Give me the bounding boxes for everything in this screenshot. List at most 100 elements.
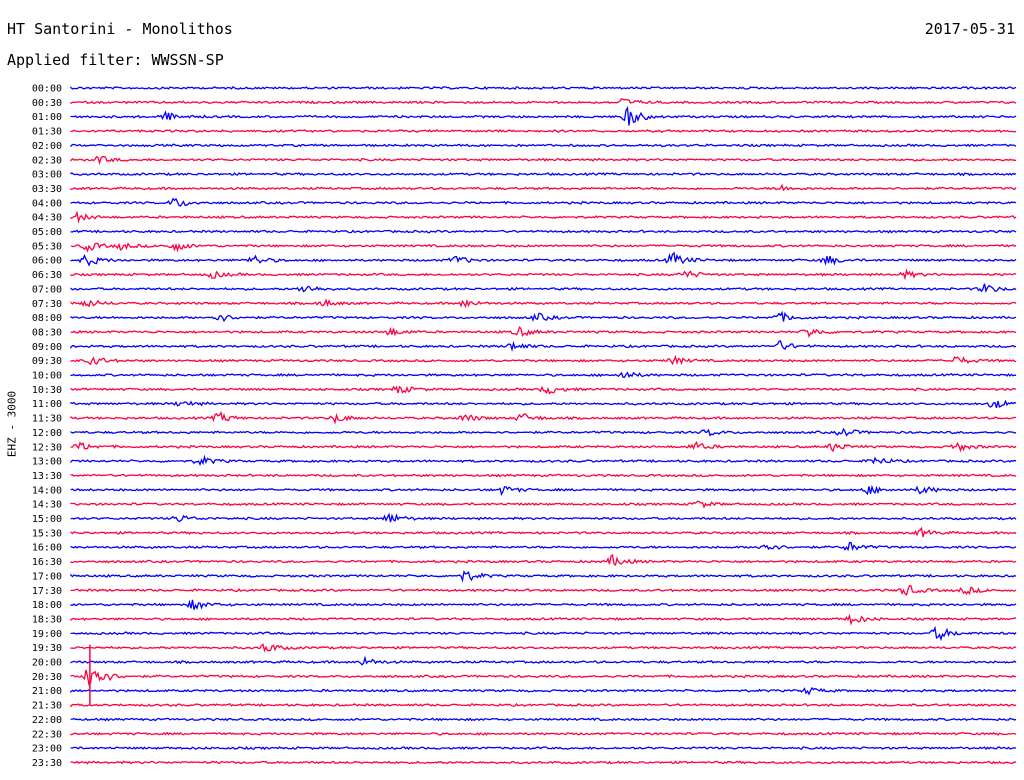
seismic-trace: [70, 183, 1017, 192]
row-time-label: 23:30: [32, 758, 62, 769]
row-time-label: 06:00: [32, 256, 62, 267]
seismic-trace: [70, 210, 1017, 224]
seismic-trace: [70, 441, 1017, 453]
row-time-label: 00:00: [32, 84, 62, 95]
seismic-trace: [70, 541, 1017, 552]
row-time-label: 22:30: [32, 729, 62, 740]
row-time-label: 11:00: [32, 399, 62, 410]
seismic-trace: [70, 686, 1017, 696]
row-time-label: 21:30: [32, 701, 62, 712]
seismic-trace: [70, 325, 1017, 339]
row-time-label: 10:00: [32, 371, 62, 382]
seismic-trace: [70, 310, 1017, 323]
row-time-label: 04:30: [32, 213, 62, 224]
seismic-trace: [70, 599, 1017, 610]
seismic-trace: [70, 251, 1017, 267]
row-time-label: 18:00: [32, 600, 62, 611]
seismic-trace: [70, 268, 1017, 281]
seismic-trace: [70, 371, 1017, 378]
row-time-label: 22:00: [32, 715, 62, 726]
row-time-label: 13:00: [32, 457, 62, 468]
row-time-label: 13:30: [32, 471, 62, 482]
seismic-trace: [70, 746, 1017, 751]
row-time-label: 10:30: [32, 385, 62, 396]
seismic-trace: [70, 655, 1017, 666]
seismic-trace: [70, 385, 1017, 395]
row-time-label: 16:30: [32, 557, 62, 568]
seismic-trace: [70, 143, 1017, 148]
row-time-label: 19:30: [32, 643, 62, 654]
seismic-trace: [70, 613, 1017, 626]
row-time-label: 16:00: [32, 543, 62, 554]
seismic-trace: [70, 512, 1017, 523]
seismic-trace: [70, 229, 1017, 234]
row-time-label: 15:30: [32, 528, 62, 539]
row-time-label: 14:00: [32, 485, 62, 496]
row-time-label: 06:30: [32, 270, 62, 281]
seismic-trace: [70, 155, 1017, 166]
seismic-trace: [70, 702, 1017, 708]
seismic-trace: [70, 298, 1017, 309]
seismic-trace: [70, 584, 1017, 597]
seismic-trace: [70, 172, 1017, 177]
seismic-trace: [70, 643, 1017, 653]
row-time-label: 05:30: [32, 241, 62, 252]
row-time-label: 20:30: [32, 672, 62, 683]
row-time-label: 04:00: [32, 198, 62, 209]
row-time-label: 07:30: [32, 299, 62, 310]
row-time-label: 12:30: [32, 442, 62, 453]
seismic-trace: [70, 570, 1017, 583]
row-time-label: 18:30: [32, 614, 62, 625]
seismic-trace: [70, 625, 1017, 642]
seismic-trace: [70, 484, 1017, 497]
seismic-trace: [70, 554, 1017, 567]
seismic-trace: [70, 473, 1017, 478]
row-time-label: 09:00: [32, 342, 62, 353]
row-time-label: 19:00: [32, 629, 62, 640]
seismic-trace: [70, 669, 1017, 687]
row-time-label: 00:30: [32, 98, 62, 109]
row-time-label: 15:00: [32, 514, 62, 525]
row-time-label: 12:00: [32, 428, 62, 439]
row-time-label: 01:30: [32, 127, 62, 138]
seismic-trace: [70, 760, 1017, 765]
row-time-label: 07:00: [32, 284, 62, 295]
seismic-trace: [70, 526, 1017, 538]
row-time-label: 17:00: [32, 571, 62, 582]
row-time-label: 01:00: [32, 112, 62, 123]
seismic-trace: [70, 354, 1017, 366]
station-title: HT Santorini - Monolithos: [7, 20, 233, 38]
seismic-trace: [70, 97, 1017, 105]
seismic-trace: [70, 129, 1017, 134]
row-time-label: 23:00: [32, 744, 62, 755]
seismic-trace: [70, 731, 1017, 736]
seismic-trace: [70, 399, 1017, 408]
seismic-trace: [70, 454, 1017, 467]
row-time-label: 14:30: [32, 500, 62, 511]
seismic-trace: [70, 85, 1017, 91]
row-time-label: 11:30: [32, 414, 62, 425]
row-time-label: 17:30: [32, 586, 62, 597]
seismic-trace: [70, 340, 1017, 352]
seismic-trace: [70, 427, 1017, 437]
seismic-trace: [70, 106, 1017, 126]
row-time-label: 20:00: [32, 658, 62, 669]
seismic-trace: [70, 500, 1017, 509]
seismic-trace: [70, 410, 1017, 425]
row-time-label: 03:30: [32, 184, 62, 195]
row-time-label: 08:00: [32, 313, 62, 324]
row-time-label: 09:30: [32, 356, 62, 367]
seismic-trace: [70, 197, 1017, 207]
row-time-label: 02:30: [32, 155, 62, 166]
row-time-label: 03:00: [32, 170, 62, 181]
date-label: 2017-05-31: [924, 20, 1015, 38]
row-time-label: 08:30: [32, 327, 62, 338]
row-time-label: 02:00: [32, 141, 62, 152]
row-time-label: 21:00: [32, 686, 62, 697]
seismic-trace: [70, 717, 1017, 722]
row-time-label: 05:00: [32, 227, 62, 238]
seismic-trace: [70, 283, 1017, 293]
seismic-trace: [70, 242, 1017, 253]
filter-label: Applied filter: WWSSN-SP: [7, 51, 224, 69]
